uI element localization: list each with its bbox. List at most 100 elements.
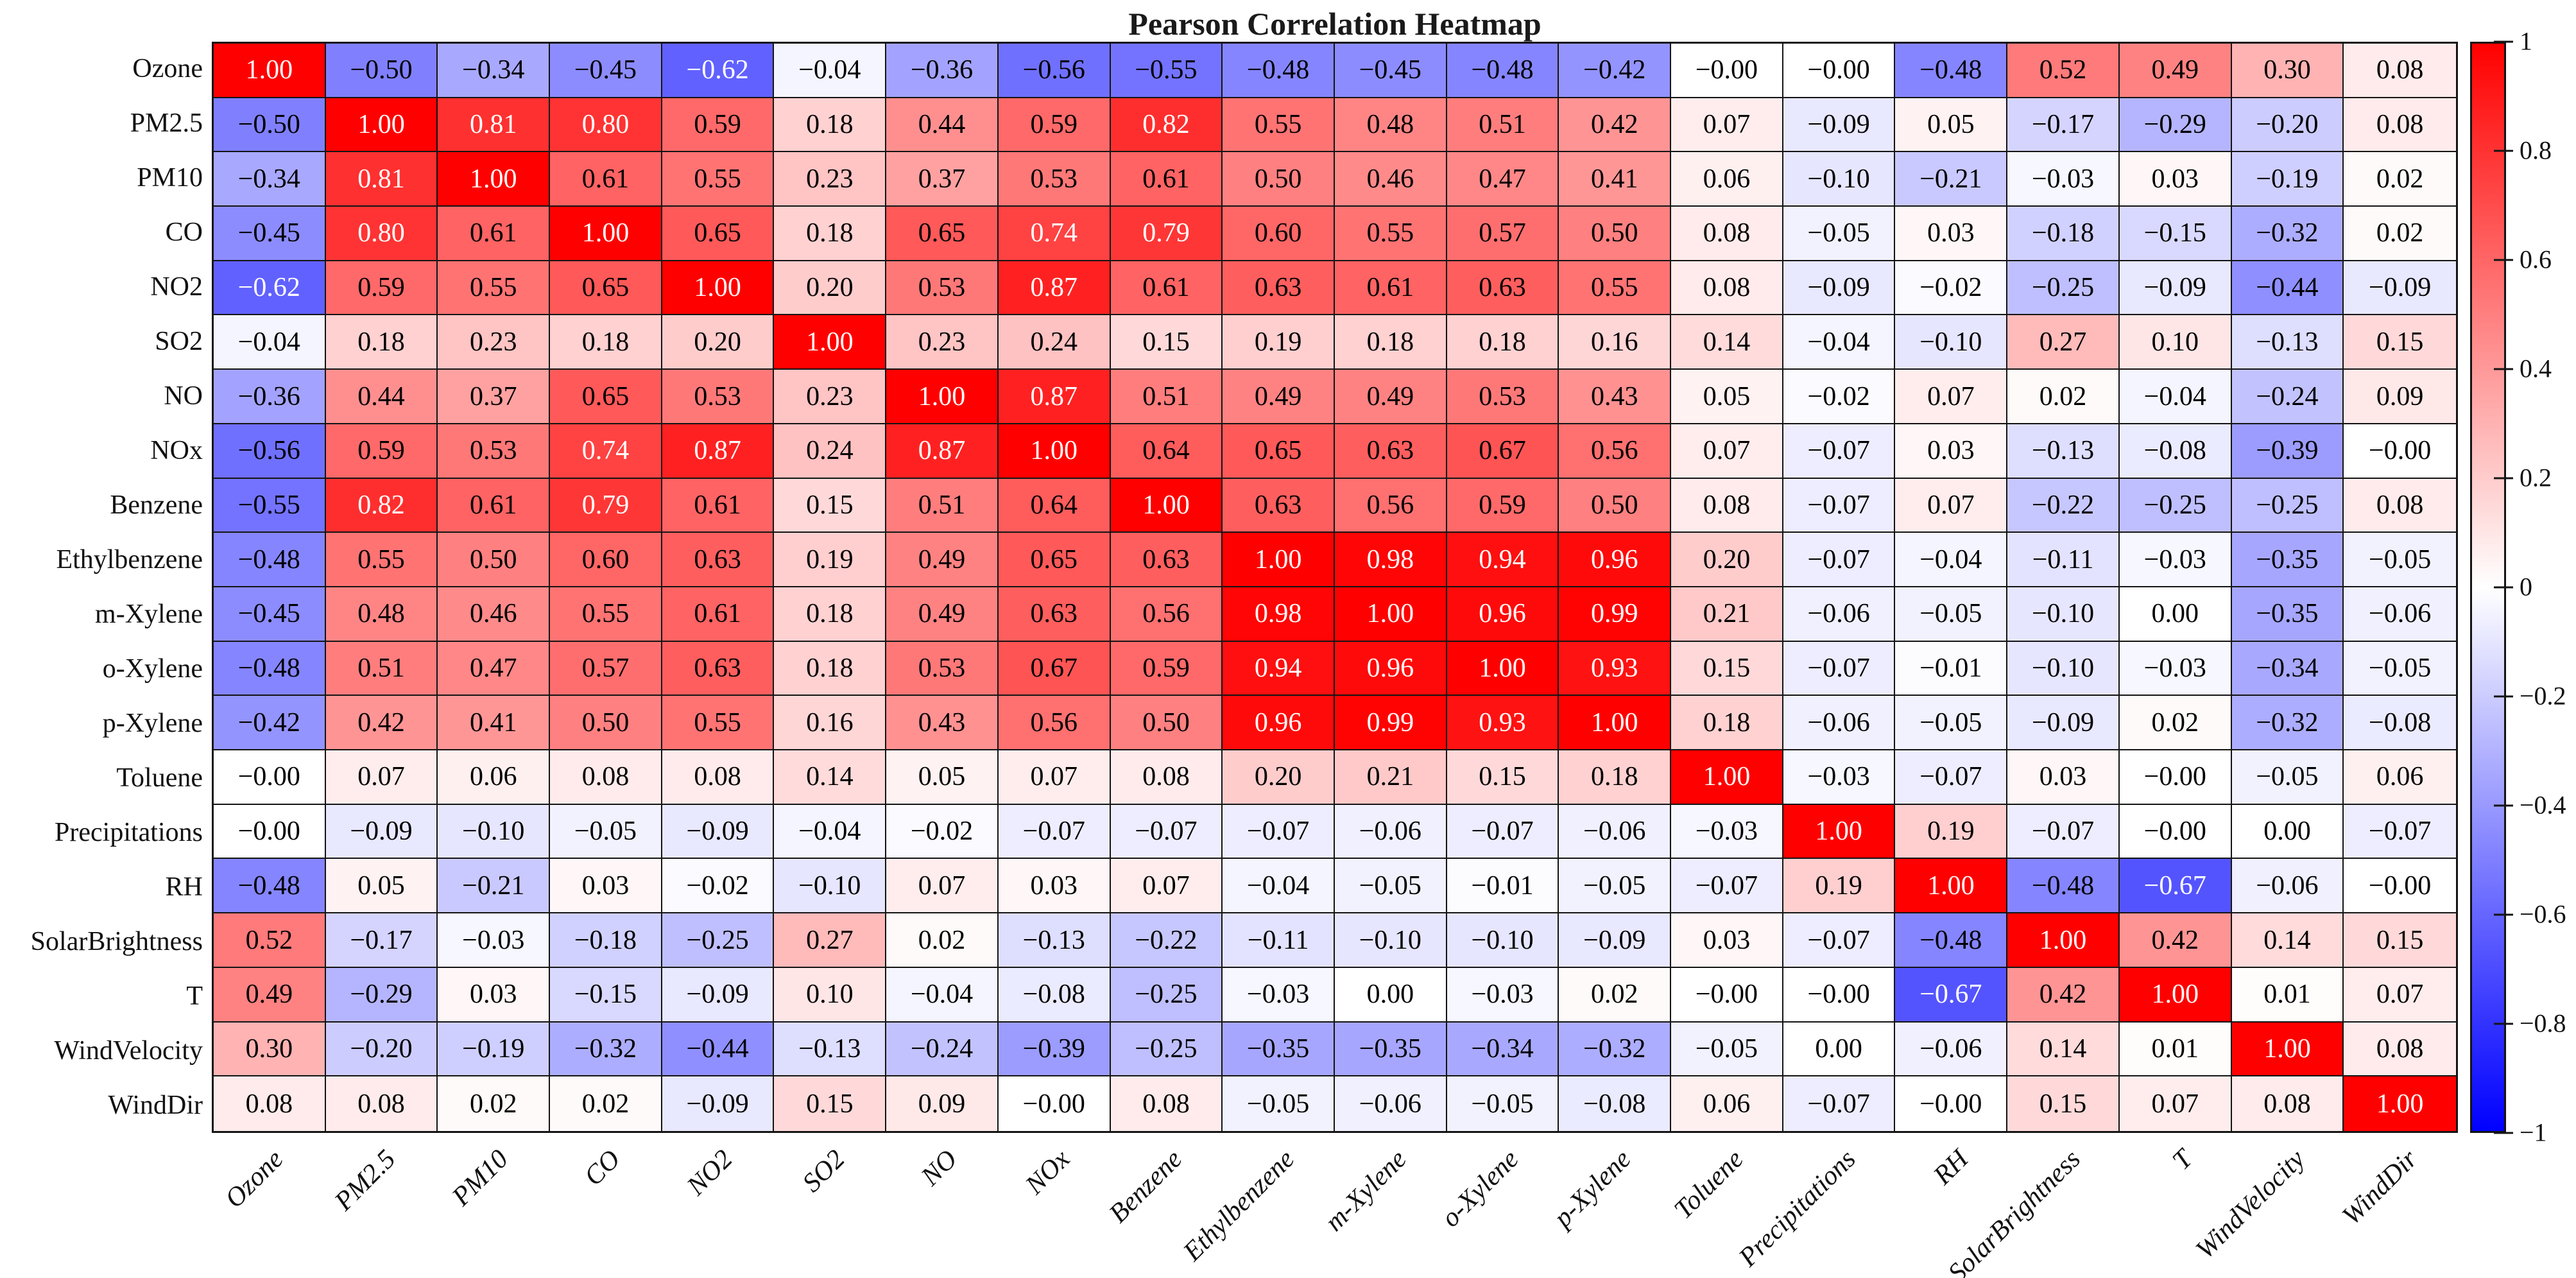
heatmap-cell-WindVelocity-Benzene: −0.25 bbox=[1110, 1022, 1223, 1077]
heatmap-cell-CO-SO2: 0.18 bbox=[774, 207, 887, 261]
heatmap-cell-Ethylbenzene-SO2: 0.19 bbox=[774, 533, 887, 587]
heatmap-cell-Benzene-NOx: 0.64 bbox=[998, 478, 1111, 533]
heatmap-cell-SO2-NO2: 0.20 bbox=[662, 315, 775, 370]
heatmap-cell-WindDir-SO2: 0.15 bbox=[774, 1076, 887, 1131]
x-tick-label-CO: CO bbox=[578, 1144, 626, 1192]
heatmap-cell-SolarBrightness-Benzene: −0.22 bbox=[1110, 913, 1223, 968]
x-tick-label-p-Xylene: p-Xylene bbox=[1548, 1144, 1637, 1233]
heatmap-cell-RH-NO: 0.07 bbox=[886, 859, 999, 914]
heatmap-cell-NO2-o-Xylene: 0.63 bbox=[1447, 261, 1559, 316]
heatmap-cell-o-Xylene-SolarBrightness: −0.10 bbox=[2007, 641, 2120, 696]
heatmap-cell-CO-WindVelocity: −0.32 bbox=[2231, 207, 2344, 261]
heatmap-cell-PM10-RH: −0.21 bbox=[1895, 152, 2008, 207]
heatmap-cell-o-Xylene-WindVelocity: −0.34 bbox=[2231, 641, 2344, 696]
heatmap-cell-SolarBrightness-Ozone: 0.52 bbox=[214, 913, 326, 968]
heatmap-cell-PM2.5-WindVelocity: −0.20 bbox=[2231, 98, 2344, 153]
heatmap-cell-Benzene-WindDir: 0.08 bbox=[2344, 478, 2456, 533]
heatmap-cell-p-Xylene-Ozone: −0.42 bbox=[214, 696, 326, 751]
heatmap-cell-SO2-p-Xylene: 0.16 bbox=[1559, 315, 1672, 370]
heatmap-cell-Ozone-SO2: −0.04 bbox=[774, 44, 887, 98]
heatmap-cell-NO-SO2: 0.23 bbox=[774, 370, 887, 424]
heatmap-cell-NO2-WindDir: −0.09 bbox=[2344, 261, 2456, 316]
heatmap-cell-PM2.5-o-Xylene: 0.51 bbox=[1447, 98, 1559, 153]
heatmap-cell-o-Xylene-RH: −0.01 bbox=[1895, 641, 2008, 696]
heatmap-cell-Precipitations-WindVelocity: 0.00 bbox=[2231, 804, 2344, 859]
heatmap-cell-PM10-p-Xylene: 0.41 bbox=[1559, 152, 1672, 207]
heatmap-cell-RH-Ozone: −0.48 bbox=[214, 859, 326, 914]
heatmap-cell-Benzene-PM2.5: 0.82 bbox=[325, 478, 438, 533]
heatmap-cell-p-Xylene-SolarBrightness: −0.09 bbox=[2007, 696, 2120, 751]
heatmap-cell-NOx-Toluene: 0.07 bbox=[1671, 424, 1783, 479]
heatmap-cell-Ozone-m-Xylene: −0.45 bbox=[1334, 44, 1447, 98]
y-tick-label-CO: CO bbox=[165, 217, 203, 247]
heatmap-cell-SolarBrightness-SolarBrightness: 1.00 bbox=[2007, 913, 2120, 968]
heatmap-cell-Toluene-Toluene: 1.00 bbox=[1671, 750, 1783, 805]
heatmap-cell-NOx-T: −0.08 bbox=[2119, 424, 2232, 479]
heatmap-cell-NO-NO2: 0.53 bbox=[662, 370, 775, 424]
colorbar-tick-label-0.6: 0.6 bbox=[2520, 245, 2552, 274]
heatmap-cell-m-Xylene-NOx: 0.63 bbox=[998, 587, 1111, 642]
heatmap-cell-PM10-WindVelocity: −0.19 bbox=[2231, 152, 2344, 207]
heatmap-cell-WindVelocity-WindVelocity: 1.00 bbox=[2231, 1022, 2344, 1077]
heatmap-cell-NO-NO: 1.00 bbox=[886, 370, 999, 424]
heatmap-cell-SolarBrightness-CO: −0.18 bbox=[550, 913, 662, 968]
heatmap-cell-Ethylbenzene-NO: 0.49 bbox=[886, 533, 999, 587]
heatmap-cell-WindDir-NO: 0.09 bbox=[886, 1076, 999, 1131]
colorbar-tick-label-0: 0 bbox=[2520, 572, 2532, 601]
heatmap-cell-Ethylbenzene-Toluene: 0.20 bbox=[1671, 533, 1783, 587]
heatmap-cell-Precipitations-SO2: −0.04 bbox=[774, 804, 887, 859]
heatmap-cell-Benzene-NO2: 0.61 bbox=[662, 478, 775, 533]
heatmap-cell-NO-Benzene: 0.51 bbox=[1110, 370, 1223, 424]
heatmap-cell-SO2-Toluene: 0.14 bbox=[1671, 315, 1783, 370]
heatmap-cell-PM10-Ozone: −0.34 bbox=[214, 152, 326, 207]
heatmap-cell-PM10-NOx: 0.53 bbox=[998, 152, 1111, 207]
heatmap-cell-m-Xylene-CO: 0.55 bbox=[550, 587, 662, 642]
heatmap-cell-Toluene-m-Xylene: 0.21 bbox=[1334, 750, 1447, 805]
heatmap-cell-PM2.5-PM2.5: 1.00 bbox=[325, 98, 438, 153]
colorbar-tick-label-1: 1 bbox=[2520, 26, 2532, 56]
heatmap-cell-PM10-m-Xylene: 0.46 bbox=[1334, 152, 1447, 207]
heatmap-cell-p-Xylene-o-Xylene: 0.93 bbox=[1447, 696, 1559, 751]
heatmap-cell-PM10-CO: 0.61 bbox=[550, 152, 662, 207]
heatmap-cell-SolarBrightness-o-Xylene: −0.10 bbox=[1447, 913, 1559, 968]
colorbar-tick-0.8 bbox=[2494, 150, 2513, 152]
heatmap-cell-WindVelocity-m-Xylene: −0.35 bbox=[1334, 1022, 1447, 1077]
heatmap-cell-Ozone-SolarBrightness: 0.52 bbox=[2007, 44, 2120, 98]
heatmap-cell-T-NO2: −0.09 bbox=[662, 967, 775, 1023]
heatmap-cell-PM2.5-RH: 0.05 bbox=[1895, 98, 2008, 153]
heatmap-cell-WindDir-Ozone: 0.08 bbox=[214, 1076, 326, 1131]
colorbar-tick-label--1: −1 bbox=[2520, 1118, 2547, 1147]
heatmap-cell-Ethylbenzene-NO2: 0.63 bbox=[662, 533, 775, 587]
x-tick-label-NO: NO bbox=[915, 1144, 963, 1192]
heatmap-cell-T-Toluene: −0.00 bbox=[1671, 967, 1783, 1023]
heatmap-cell-Toluene-WindVelocity: −0.05 bbox=[2231, 750, 2344, 805]
heatmap-cell-p-Xylene-p-Xylene: 1.00 bbox=[1559, 696, 1672, 751]
heatmap-cell-NO-NOx: 0.87 bbox=[998, 370, 1111, 424]
heatmap-cell-SolarBrightness-Ethylbenzene: −0.11 bbox=[1223, 913, 1335, 968]
heatmap-cell-SolarBrightness-p-Xylene: −0.09 bbox=[1559, 913, 1672, 968]
heatmap-cell-WindVelocity-NOx: −0.39 bbox=[998, 1022, 1111, 1077]
heatmap-cell-RH-WindVelocity: −0.06 bbox=[2231, 859, 2344, 914]
heatmap-cell-PM2.5-NO2: 0.59 bbox=[662, 98, 775, 153]
heatmap-cell-WindDir-NOx: −0.00 bbox=[998, 1076, 1111, 1131]
heatmap-cell-m-Xylene-Toluene: 0.21 bbox=[1671, 587, 1783, 642]
x-tick-label-PM10: PM10 bbox=[446, 1144, 514, 1212]
heatmap-cell-Precipitations-o-Xylene: −0.07 bbox=[1447, 804, 1559, 859]
heatmap-cell-Benzene-RH: 0.07 bbox=[1895, 478, 2008, 533]
heatmap-cell-SO2-PM2.5: 0.18 bbox=[325, 315, 438, 370]
heatmap-cell-SO2-o-Xylene: 0.18 bbox=[1447, 315, 1559, 370]
heatmap-cell-PM10-WindDir: 0.02 bbox=[2344, 152, 2456, 207]
heatmap-cell-Ethylbenzene-p-Xylene: 0.96 bbox=[1559, 533, 1672, 587]
heatmap-cell-SO2-Precipitations: −0.04 bbox=[1783, 315, 1896, 370]
x-tick-label-m-Xylene: m-Xylene bbox=[1319, 1144, 1413, 1238]
heatmap-cell-Ozone-Ozone: 1.00 bbox=[214, 44, 326, 98]
heatmap-cell-Toluene-SolarBrightness: 0.03 bbox=[2007, 750, 2120, 805]
heatmap-cell-NO2-m-Xylene: 0.61 bbox=[1334, 261, 1447, 316]
heatmap-cell-NO2-PM2.5: 0.59 bbox=[325, 261, 438, 316]
heatmap-cell-NO2-SO2: 0.20 bbox=[774, 261, 887, 316]
heatmap-cell-NO-WindVelocity: −0.24 bbox=[2231, 370, 2344, 424]
heatmap-cell-T-o-Xylene: −0.03 bbox=[1447, 967, 1559, 1023]
heatmap-cell-WindDir-m-Xylene: −0.06 bbox=[1334, 1076, 1447, 1131]
heatmap-cell-NO2-NO: 0.53 bbox=[886, 261, 999, 316]
heatmap-cell-RH-Precipitations: 0.19 bbox=[1783, 859, 1896, 914]
